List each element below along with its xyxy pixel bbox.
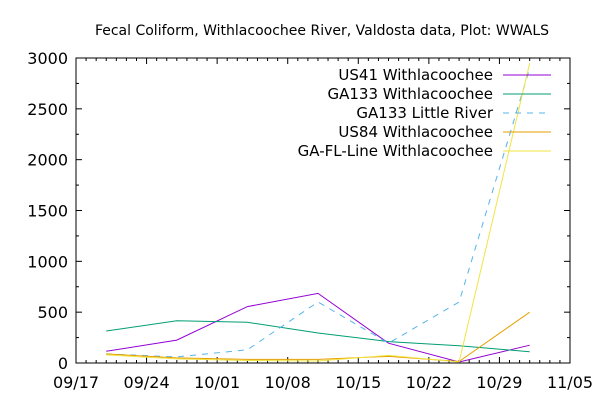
x-tick-label: 10/01 [194,373,240,392]
y-tick-label: 2500 [27,100,68,119]
series-line-1 [106,292,530,363]
x-tick-label: 10/15 [335,373,381,392]
y-tick-label: 1500 [27,202,68,221]
y-tick-label: 3000 [27,49,68,68]
x-tick-label: 09/24 [124,373,170,392]
legend-label-3: GA133 Little River [356,104,493,122]
x-tick-label: 10/08 [265,373,311,392]
x-tick-label: 09/17 [53,373,99,392]
legend-label-5: GA-FL-Line Withlacoochee [298,142,493,160]
series-line-5 [106,62,531,363]
y-tick-label: 2000 [27,151,68,170]
y-tick-label: 500 [37,303,68,322]
y-tick-label: 0 [58,354,68,373]
x-tick-label: 11/05 [547,373,593,392]
series-line-2 [106,320,530,353]
x-tick-label: 10/22 [406,373,452,392]
legend-label-2: GA133 Withlacoochee [327,85,493,103]
series-line-4 [106,311,530,363]
plot-frame [75,57,571,364]
axes: 0 500 1000 1500 2000 2500 3000 09/17 09/24 10/01 1… [27,49,593,392]
legend-label-4: US84 Withlacoochee [338,123,493,141]
series-lines [106,62,531,363]
chart-title: Fecal Coliform, Withlacoochee River, Val… [95,23,549,39]
legend-label-1: US41 Withlacoochee [338,66,493,84]
y-tick-label: 1000 [27,252,68,271]
x-tick-label: 10/29 [476,373,522,392]
